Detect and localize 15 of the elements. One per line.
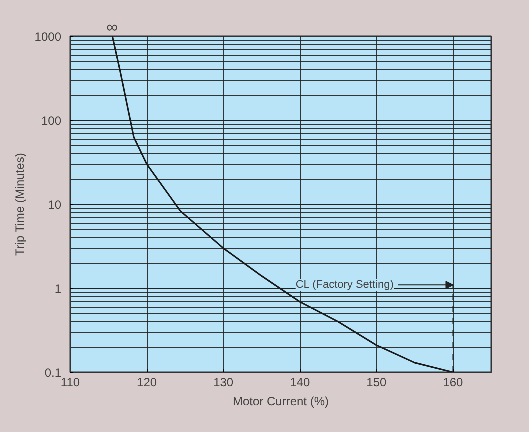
x-tick-label: 140 <box>290 376 310 390</box>
x-tick-label: 110 <box>60 376 80 390</box>
x-tick-label: 120 <box>137 376 158 390</box>
x-tick-label: 150 <box>366 376 388 390</box>
annotation: ∞ <box>106 20 118 36</box>
x-tick-label: 160 <box>443 376 464 390</box>
y-tick-label: 0.1 <box>44 366 62 380</box>
y-tick-label: 1 <box>54 282 62 296</box>
ref-line-label: CL (Factory Setting) <box>296 279 394 292</box>
y-axis-title: Trip Time (Minutes) <box>12 153 27 256</box>
y-tick-label: 100 <box>41 114 62 128</box>
x-tick-label: 130 <box>214 376 234 390</box>
x-axis-title: Motor Current (%) <box>232 394 330 408</box>
y-tick-label: 1000 <box>34 30 62 44</box>
y-tick-label: 10 <box>48 198 62 212</box>
